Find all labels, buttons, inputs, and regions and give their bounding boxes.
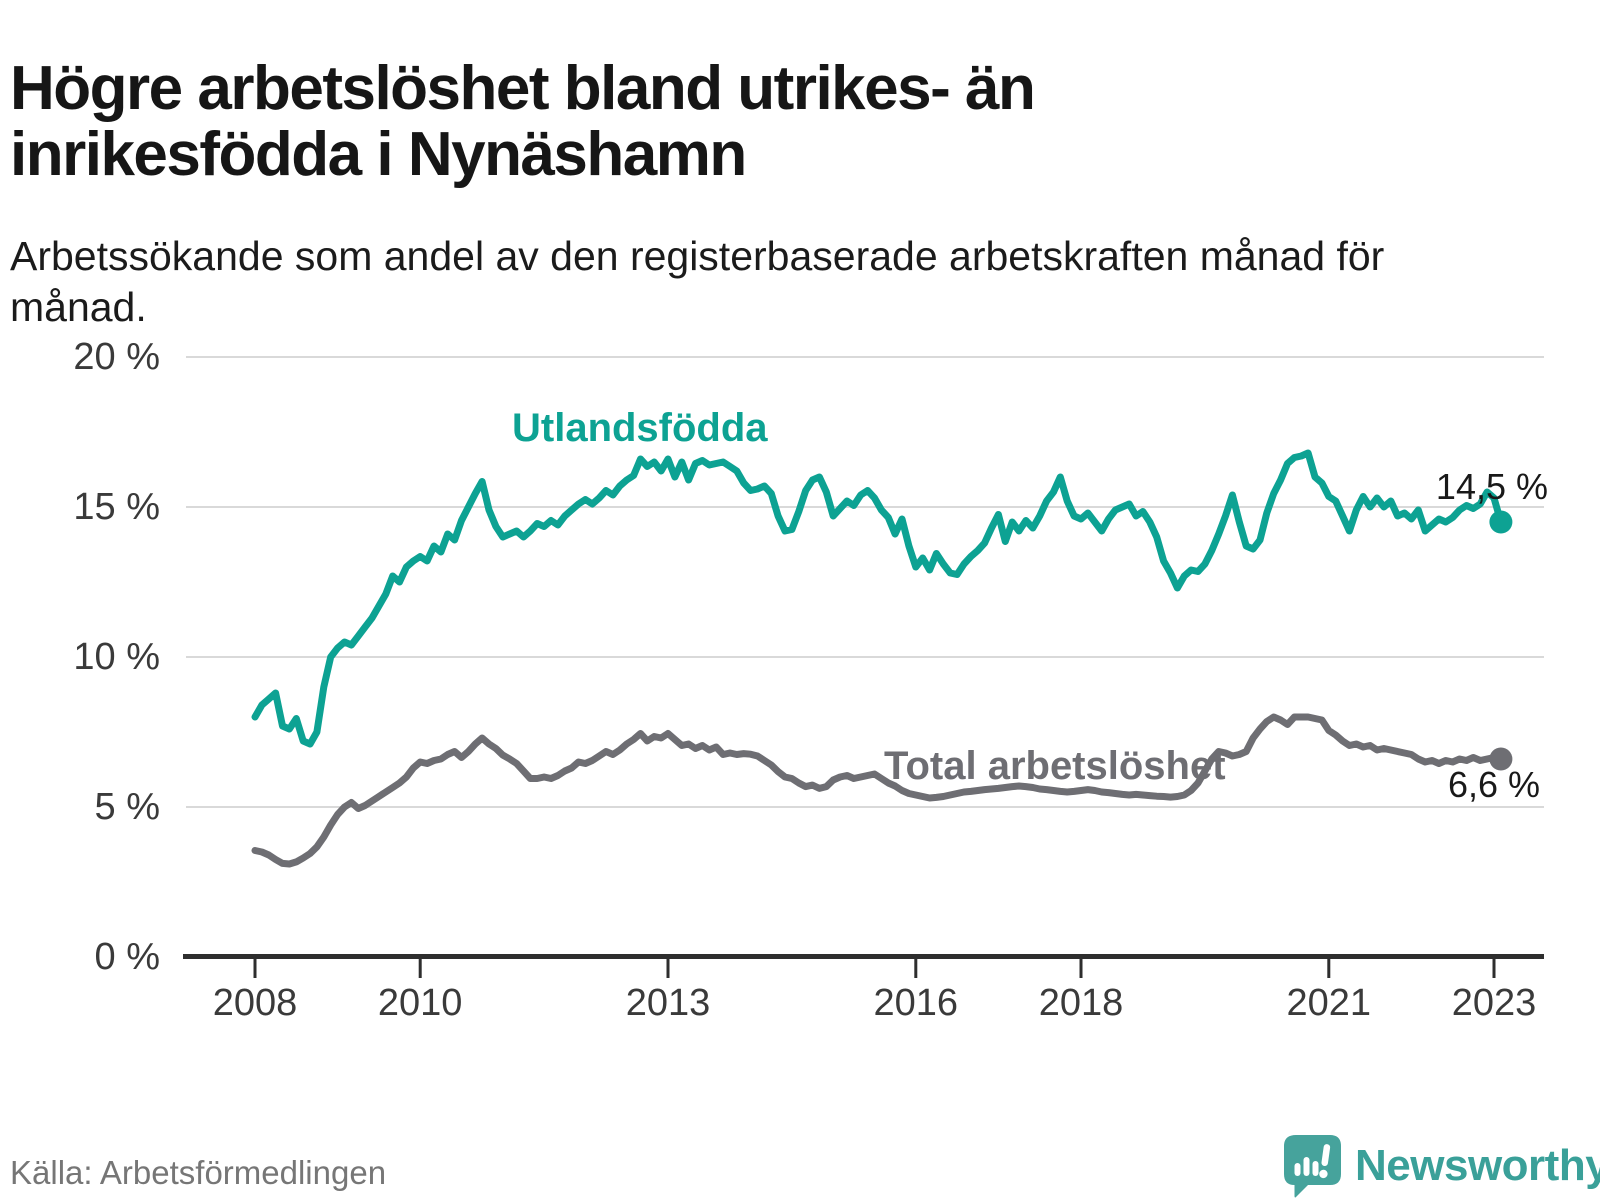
x-axis-line [183, 954, 1544, 959]
newsworthy-logo-icon [1284, 1135, 1341, 1198]
y-tick-label: 10 % [73, 636, 160, 678]
y-tick-label: 15 % [73, 486, 160, 528]
x-tick-mark [1492, 959, 1496, 978]
x-tick-mark [666, 959, 670, 978]
newsworthy-logo-text: Newsworthy [1355, 1141, 1600, 1190]
x-tick-label: 2008 [212, 982, 298, 1024]
y-tick-label: 5 % [94, 786, 160, 828]
end-value-utlandsfodda: 14,5 % [1435, 466, 1548, 507]
y-tick-label: 20 % [73, 336, 160, 378]
series-line-utlandsfodda [251, 449, 1505, 748]
x-tick-mark [418, 959, 422, 978]
end-dot-total-arbetsloshet [1489, 747, 1513, 771]
y-tick-label: 0 % [94, 936, 160, 978]
x-tick-label: 2021 [1286, 982, 1372, 1024]
series-line-total-arbetsloshet [251, 713, 1505, 868]
source-note: Källa: Arbetsförmedlingen [10, 1154, 387, 1191]
x-tick-label: 2010 [377, 982, 463, 1024]
x-tick-mark [914, 959, 918, 978]
x-tick-label: 2016 [873, 982, 959, 1024]
series-label-utlandsfodda: Utlandsfödda [512, 406, 768, 450]
x-tick-mark [1327, 959, 1331, 978]
chart-subtitle: Arbetssökande som andel av den registerb… [10, 233, 1385, 330]
newsworthy-logo: Newsworthy [1284, 1134, 1600, 1198]
end-value-total-arbetsloshet: 6,6 % [1448, 764, 1541, 805]
x-tick-label: 2023 [1451, 982, 1537, 1024]
x-tick-label: 2013 [625, 982, 711, 1024]
x-tick-label: 2018 [1038, 982, 1124, 1024]
series-label-total-arbetsloshet: Total arbetslöshet [884, 744, 1226, 788]
end-dot-utlandsfodda [1489, 510, 1513, 534]
x-tick-mark [1079, 959, 1083, 978]
x-tick-mark [253, 959, 257, 978]
chart-title: Högre arbetslöshet bland utrikes- än inr… [10, 53, 1036, 189]
